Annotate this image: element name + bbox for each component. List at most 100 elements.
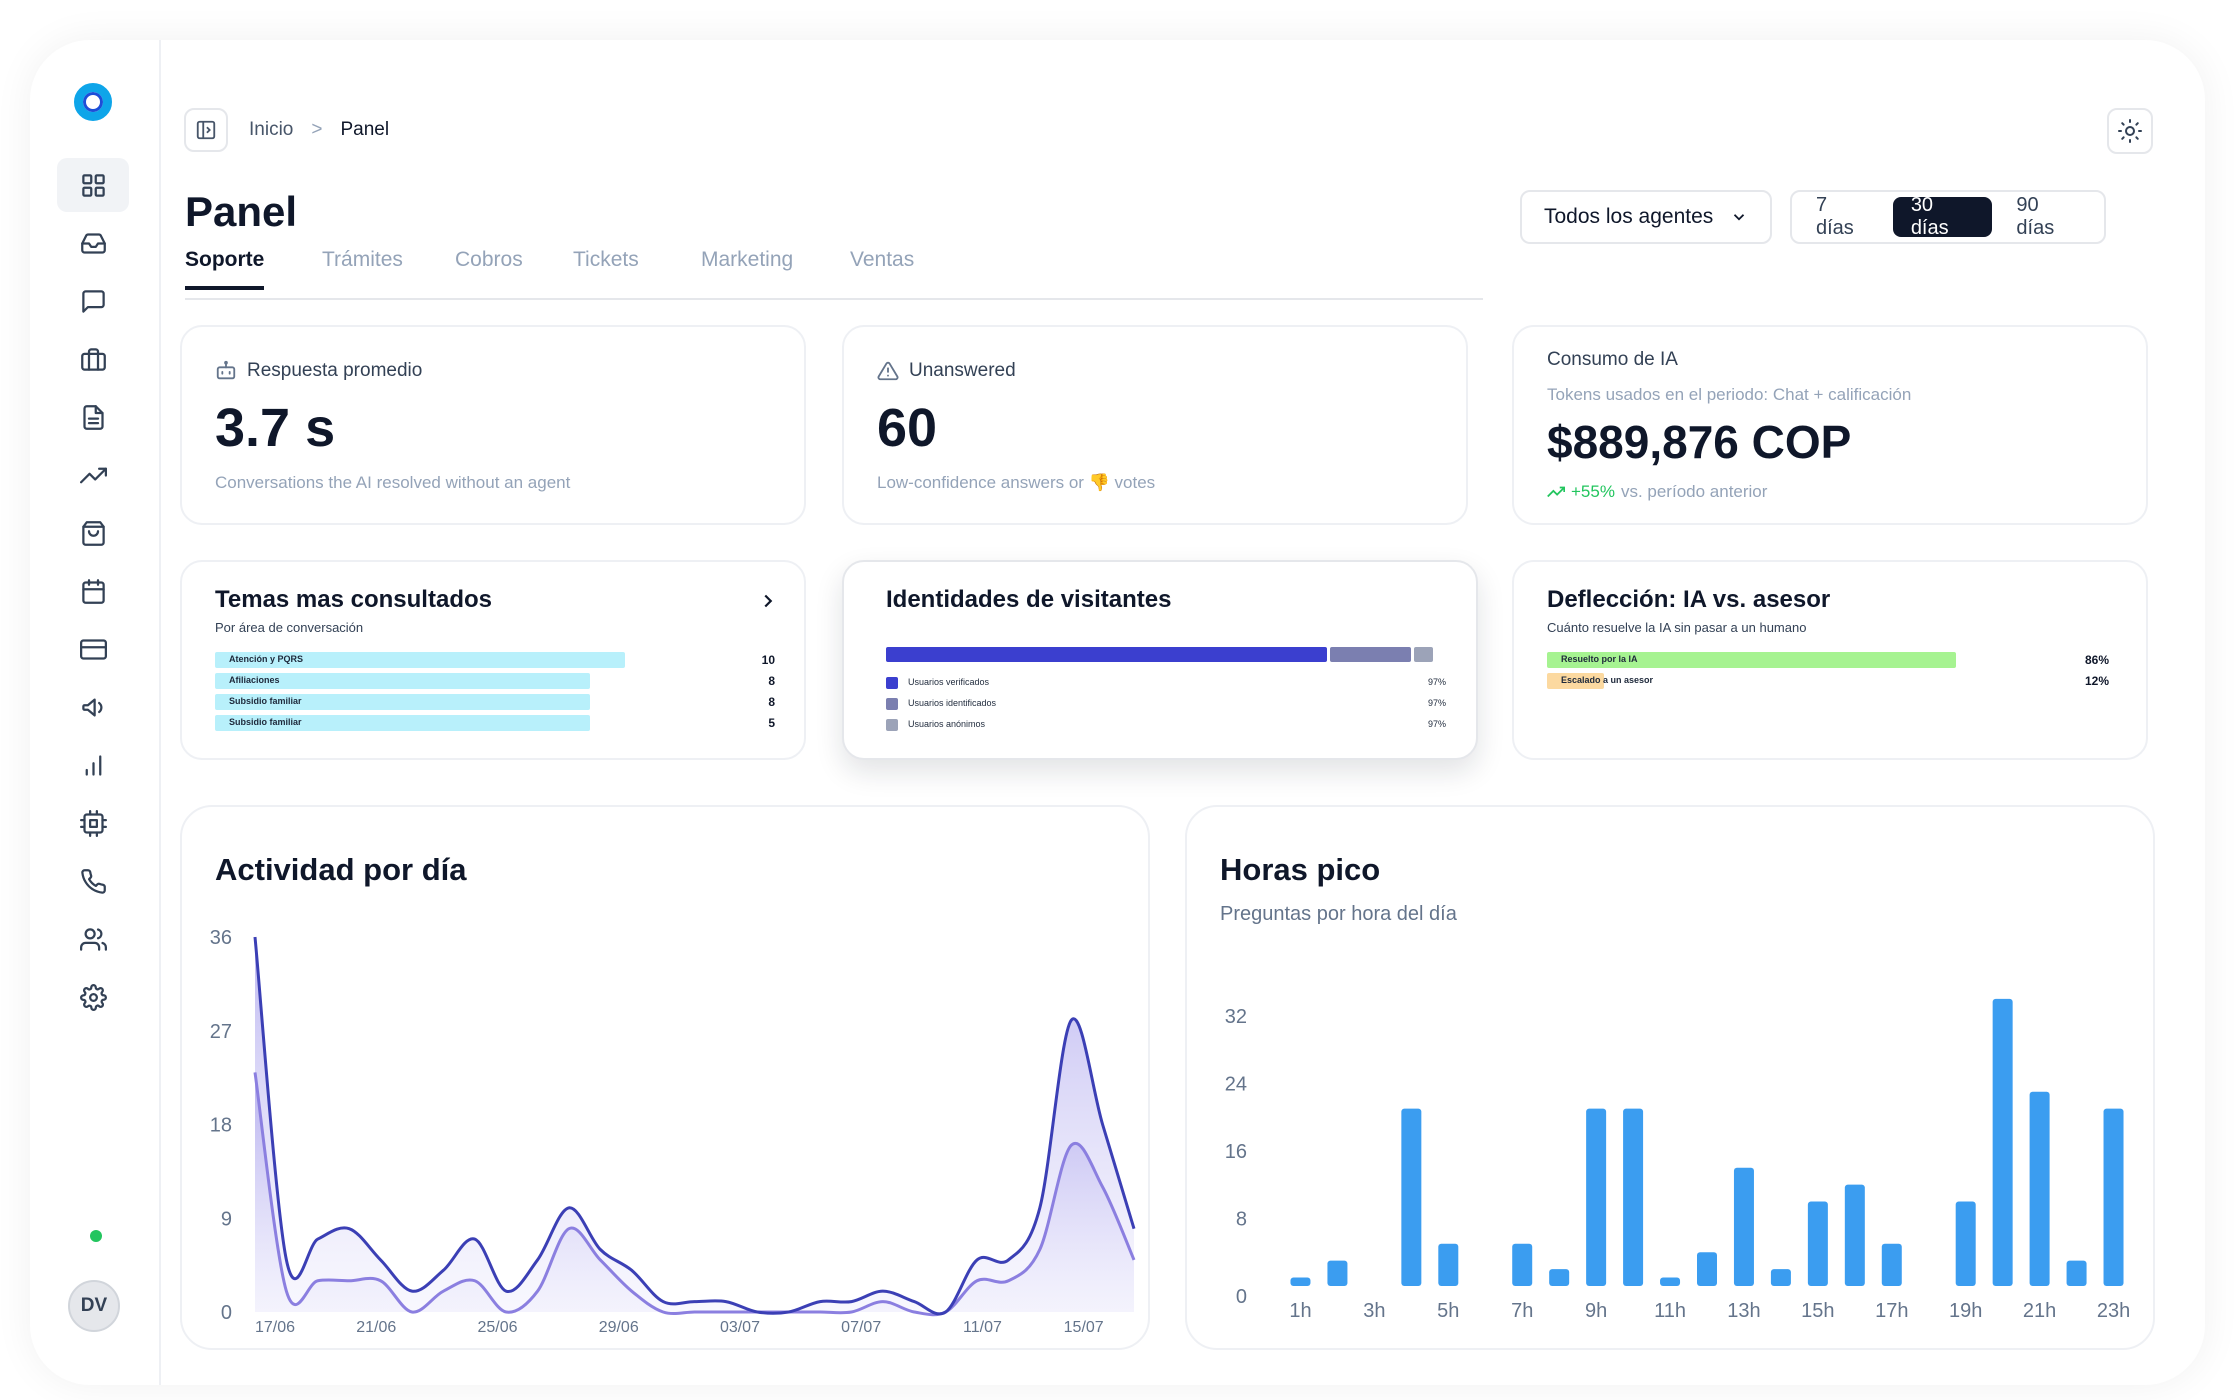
ai-usage-card: Consumo de IA Tokens usados en el period… (1512, 325, 2148, 525)
ai-usage-delta: +55% vs. período anterior (1547, 482, 1767, 502)
bar-chart-icon (85, 754, 101, 776)
peak-x-tick: 23h (2097, 1300, 2130, 1322)
tab-marketing[interactable]: Marketing (701, 248, 794, 271)
briefcase-icon (80, 347, 106, 371)
range-90-days-button[interactable]: 90 días (2016, 194, 2055, 239)
topic-bar-row: Atención y PQRS 10 (215, 652, 775, 668)
unanswered-card: Unanswered 60 Low-confidence answers or … (842, 325, 1468, 525)
sidebar-item-documents[interactable] (57, 390, 129, 444)
online-status-dot (90, 1230, 102, 1242)
activity-x-tick: 15/07 (1064, 1319, 1104, 1336)
activity-y-tick: 9 (221, 1208, 232, 1230)
activity-x-tick: 07/07 (841, 1319, 881, 1336)
topic-bar (215, 715, 590, 731)
page-title: Panel (185, 188, 298, 235)
sidebar-item-users[interactable] (57, 912, 129, 966)
activity-x-tick: 11/07 (963, 1319, 1002, 1336)
sidebar-item-payments[interactable] (57, 622, 129, 676)
identity-segment-bar (1414, 647, 1433, 662)
chevron-right-icon[interactable] (757, 590, 779, 612)
peak-bar (1290, 1277, 1311, 1286)
sidebar-item-trends[interactable] (57, 448, 129, 502)
identity-segment-bar (886, 647, 1327, 662)
peak-x-tick: 15h (1801, 1300, 1834, 1322)
tab-soporte[interactable]: Soporte (185, 248, 265, 290)
identity-legend-row: Usuarios identificados 97% (886, 697, 1446, 711)
peak-x-tick: 17h (1875, 1300, 1908, 1322)
grid-icon (81, 173, 105, 197)
agent-select-value: Todos los agentes (1544, 205, 1714, 228)
breadcrumb-separator: > (311, 119, 323, 140)
sidebar-toggle-button[interactable] (184, 108, 228, 152)
logo-icon[interactable] (74, 83, 112, 121)
activity-title: Actividad por día (215, 852, 467, 887)
sidebar-item-shop[interactable] (57, 506, 129, 560)
sidebar-item-calls[interactable] (57, 854, 129, 908)
ai-usage-delta-text: vs. período anterior (1620, 482, 1768, 501)
tab-bar: Soporte Trámites Cobros Tickets Marketin… (185, 248, 1483, 300)
peak-bar (1586, 1108, 1607, 1286)
deflection-bar-label: Resuelto por la IA (1561, 654, 1638, 664)
peak-bar (1770, 1269, 1791, 1286)
peak-x-tick: 7h (1511, 1300, 1533, 1322)
activity-x-tick: 17/06 (255, 1319, 295, 1336)
avatar[interactable]: DV (68, 1280, 120, 1332)
theme-toggle-button[interactable] (2107, 108, 2153, 154)
topic-bar (215, 652, 625, 668)
sidebar-item-campaigns[interactable] (57, 680, 129, 734)
tab-ventas[interactable]: Ventas (850, 248, 915, 271)
identity-legend-swatch (886, 698, 898, 710)
date-range-group: 7 días 30 días 90 días (1790, 190, 2106, 244)
sidebar-item-settings[interactable] (57, 970, 129, 1024)
tab-tickets[interactable]: Tickets (573, 248, 639, 271)
topic-bar (215, 694, 590, 710)
unanswered-label-text: Unanswered (909, 360, 1016, 381)
deflection-bar-value: 12% (2084, 674, 2109, 688)
deflection-subtitle: Cuánto resuelve la IA sin pasar a un hum… (1547, 620, 1807, 635)
sidebar-item-briefcase[interactable] (57, 332, 129, 386)
sidebar-item-calendar[interactable] (57, 564, 129, 618)
peak-bar (1623, 1108, 1644, 1286)
deflection-bar (1547, 673, 1604, 689)
cpu-icon (79, 809, 107, 837)
peak-bar (1955, 1201, 1976, 1286)
sidebar: DV (30, 40, 161, 1385)
activity-y-tick: 36 (210, 927, 232, 949)
peak-bar (1660, 1277, 1681, 1286)
chat-icon (81, 289, 105, 313)
tab-tramites[interactable]: Trámites (322, 248, 403, 271)
phone-icon (80, 868, 106, 894)
visitor-identities-card: Identidades de visitantes Usuarios verif… (842, 560, 1478, 760)
tab-cobros[interactable]: Cobros (455, 248, 523, 271)
peak-x-tick: 11h (1654, 1300, 1686, 1322)
activity-y-tick: 27 (210, 1021, 232, 1043)
peak-hours-subtitle: Preguntas por hora del día (1220, 903, 1457, 925)
peak-bar (1992, 998, 2013, 1286)
activity-x-tick: 03/07 (720, 1319, 760, 1336)
sidebar-item-reports[interactable] (57, 738, 129, 792)
credit-card-icon (79, 638, 107, 660)
sidebar-item-messages[interactable] (57, 274, 129, 328)
activity-y-tick: 0 (221, 1302, 232, 1324)
sidebar-item-inbox[interactable] (57, 216, 129, 270)
topic-bar-row: Subsidio familiar 8 (215, 694, 775, 710)
agent-select[interactable]: Todos los agentes (1520, 190, 1772, 244)
breadcrumb: Inicio > Panel (249, 119, 389, 141)
peak-y-tick: 32 (1225, 1006, 1247, 1028)
identity-legend-row: Usuarios verificados 97% (886, 676, 1446, 690)
peak-x-tick: 19h (1949, 1300, 1982, 1322)
peak-bar (1512, 1243, 1533, 1286)
ai-usage-subtext: Tokens usados en el periodo: Chat + cali… (1547, 385, 1912, 404)
topic-bar-label: Subsidio familiar (229, 696, 302, 706)
identity-legend-row: Usuarios anónimos 97% (886, 718, 1446, 732)
breadcrumb-home[interactable]: Inicio (249, 119, 294, 140)
topic-bar-value: 8 (768, 674, 775, 688)
identity-legend-value: 97% (1427, 719, 1446, 729)
activity-chart: 0 9 18 27 36 17/06 21/06 25/06 29/06 03/07 07/07 11… (210, 927, 1136, 1336)
peak-y-tick: 24 (1225, 1073, 1247, 1095)
range-7-days-button[interactable]: 7 días (1816, 194, 1854, 239)
sidebar-item-dashboard[interactable] (57, 158, 129, 212)
range-30-days-button[interactable]: 30 días (1892, 194, 1993, 239)
sidebar-item-cpu[interactable] (57, 796, 129, 850)
topics-title: Temas mas consultados (215, 586, 492, 613)
